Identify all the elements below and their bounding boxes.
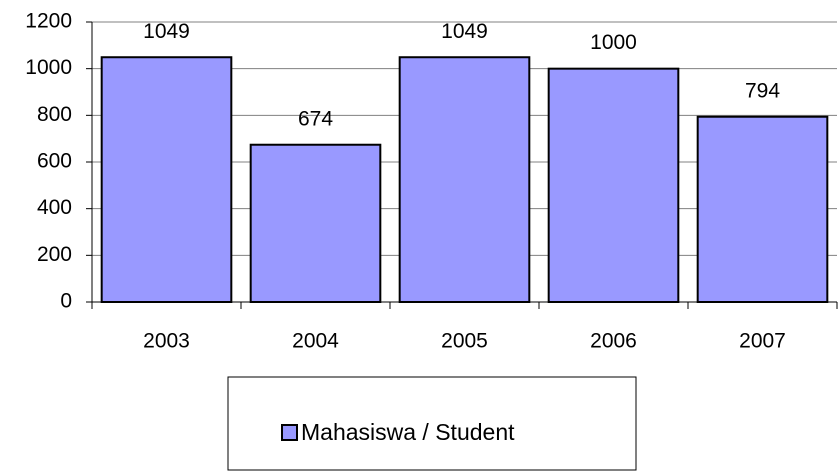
bar (398, 56, 531, 303)
y-tick-label: 1000 (25, 56, 72, 79)
y-tick-label: 1200 (25, 10, 72, 33)
y-tick-label: 0 (60, 290, 72, 313)
x-tick-label: 2004 (292, 330, 339, 353)
y-tick-label: 800 (37, 103, 72, 126)
legend-swatch (281, 424, 298, 441)
bar (696, 115, 829, 303)
x-tick-label: 2003 (143, 330, 190, 353)
y-tick-label: 600 (37, 150, 72, 173)
legend-label: Mahasiswa / Student (301, 419, 515, 445)
data-label: 1049 (143, 20, 190, 43)
data-label: 794 (745, 79, 780, 102)
data-label: 674 (298, 107, 333, 130)
legend-box (227, 376, 637, 471)
x-tick-label: 2007 (739, 330, 786, 353)
y-tick-label: 200 (37, 243, 72, 266)
bar (249, 143, 382, 303)
x-tick-label: 2005 (441, 330, 488, 353)
x-tick-label: 2006 (590, 330, 637, 353)
y-tick-label: 400 (37, 196, 72, 219)
bar (547, 67, 680, 303)
bar (100, 56, 233, 303)
data-label: 1049 (441, 20, 488, 43)
data-label: 1000 (590, 31, 637, 54)
